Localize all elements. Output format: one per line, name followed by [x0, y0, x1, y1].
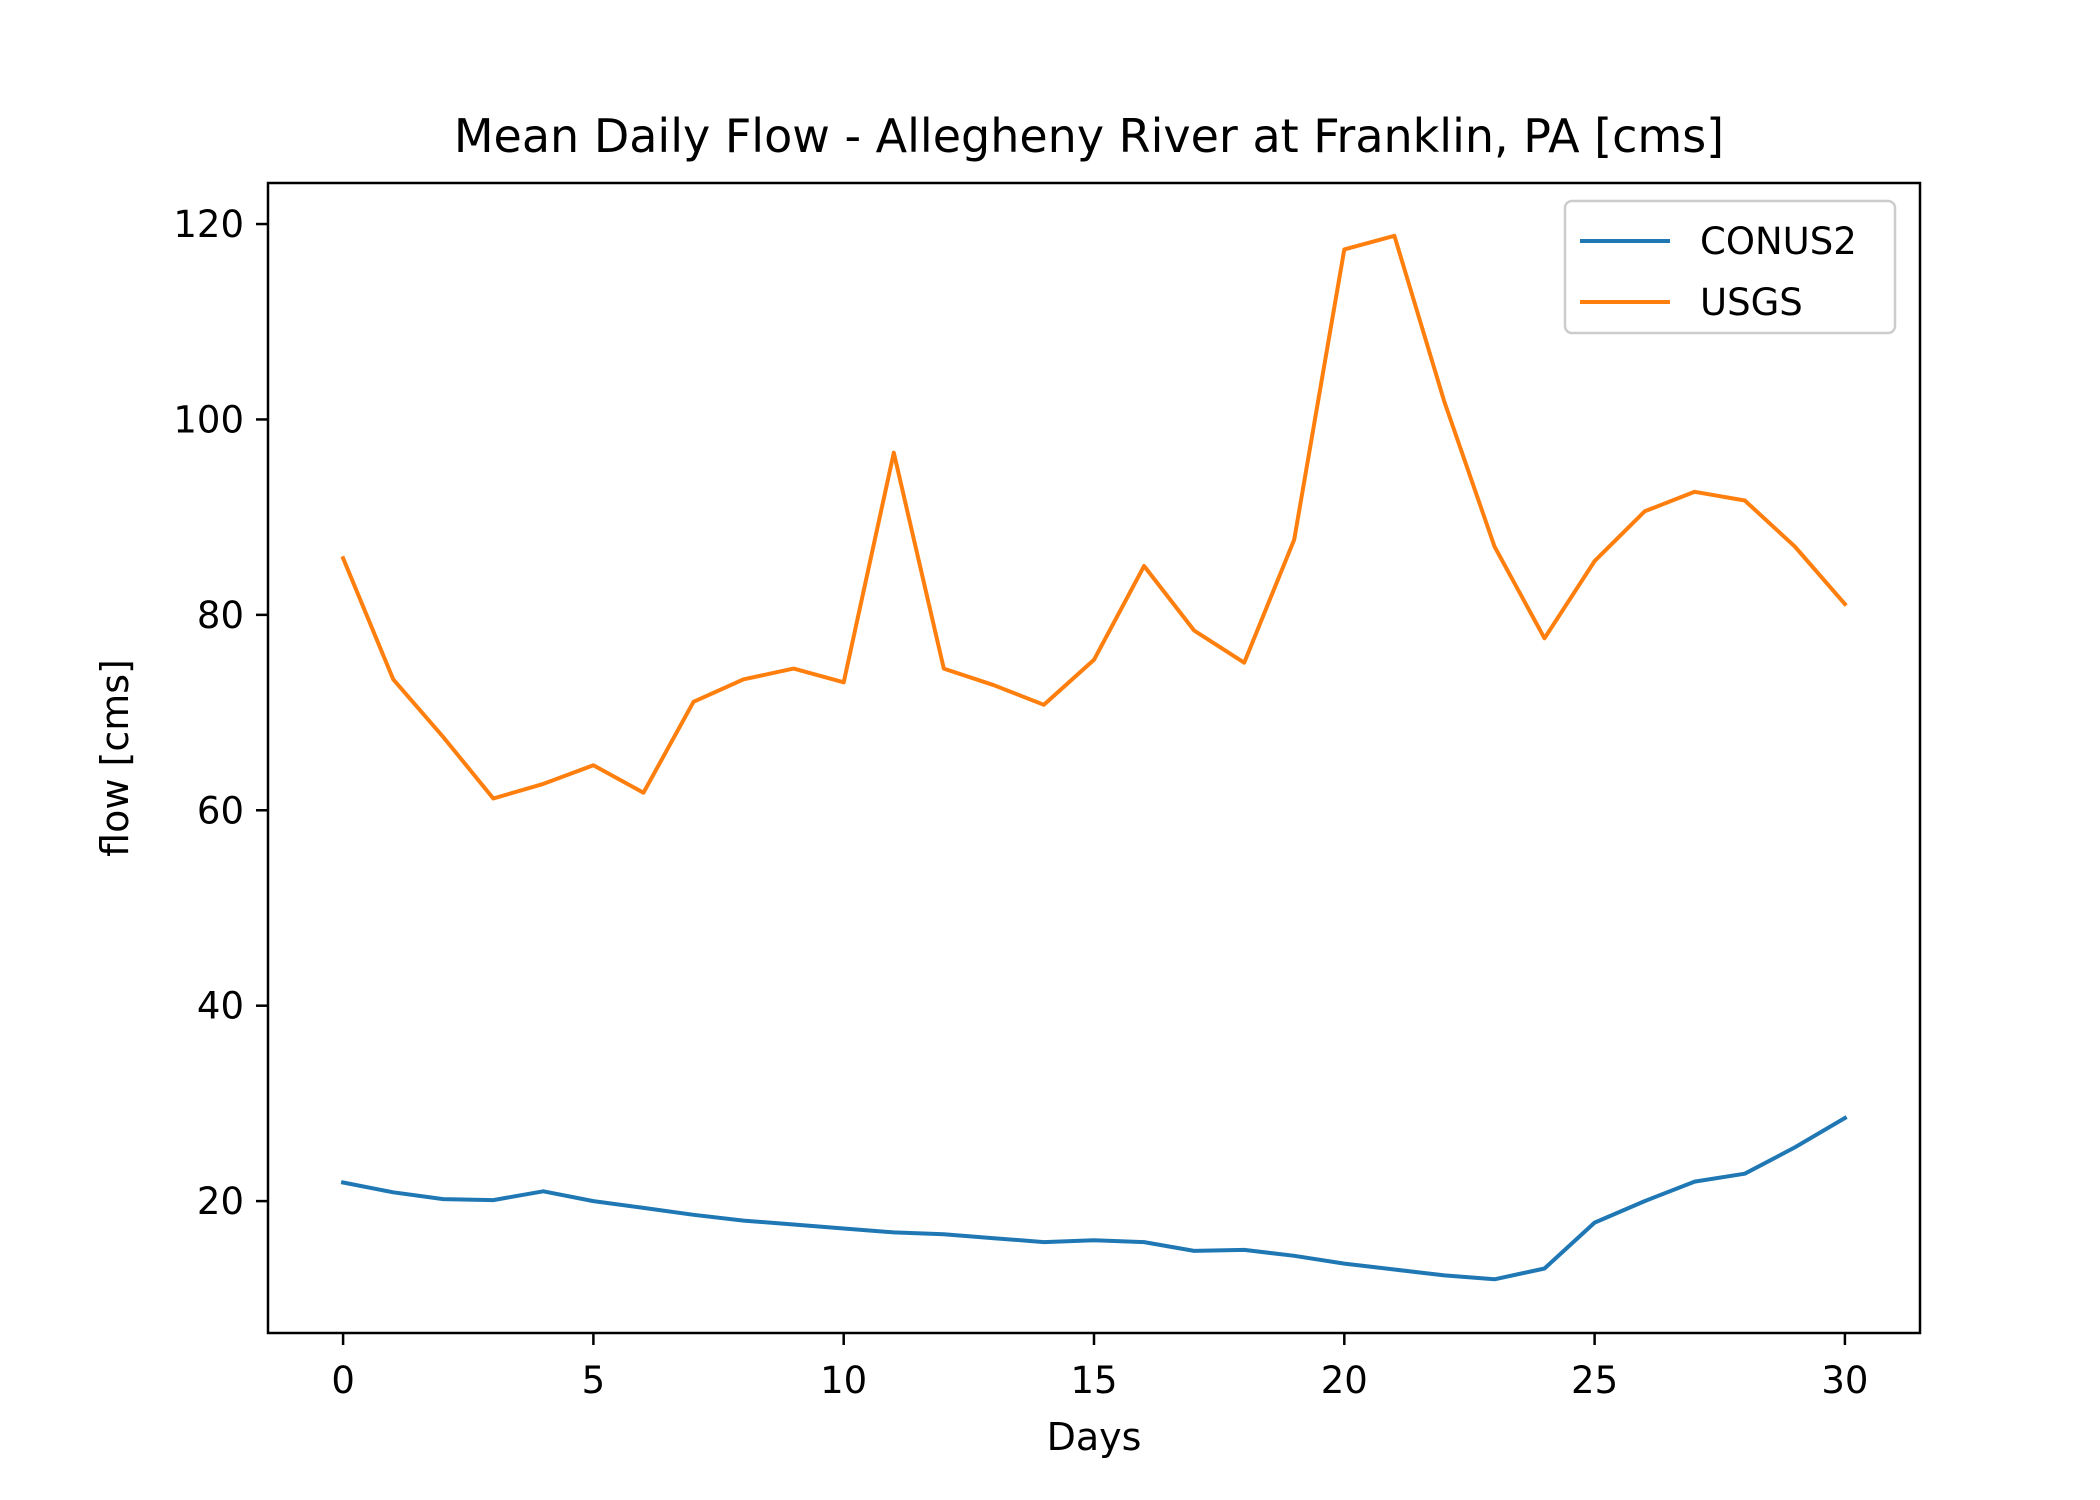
x-axis-ticks: 0 5 10 15 20 25 30: [331, 1333, 1868, 1402]
x-tick-label: 5: [582, 1359, 606, 1402]
series-line-conus2: [340, 1115, 1848, 1282]
y-tick-label: 20: [197, 1180, 244, 1223]
series-layer: [340, 233, 1848, 1282]
x-tick-label: 15: [1070, 1359, 1117, 1402]
y-axis-ticks: 20 40 60 80 100 120: [173, 203, 268, 1223]
y-tick-label: 100: [173, 398, 244, 441]
legend-label-conus2: CONUS2: [1700, 220, 1857, 263]
x-tick-label: 10: [820, 1359, 867, 1402]
x-tick-label: 25: [1571, 1359, 1618, 1402]
series-line-usgs: [340, 233, 1848, 801]
x-tick-label: 20: [1321, 1359, 1368, 1402]
y-axis-label: flow [cms]: [93, 659, 137, 857]
chart-title: Mean Daily Flow - Allegheny River at Fra…: [454, 109, 1724, 163]
y-tick-label: 120: [173, 203, 244, 246]
plot-background: [268, 183, 1920, 1333]
x-axis-label: Days: [1047, 1415, 1142, 1459]
x-tick-label: 0: [331, 1359, 355, 1402]
legend: CONUS2 USGS: [1563, 199, 1897, 335]
plot-area: [266, 181, 1922, 1335]
y-tick-label: 60: [197, 789, 244, 832]
x-tick-label: 30: [1821, 1359, 1868, 1402]
y-tick-label: 80: [197, 594, 244, 637]
y-tick-label: 40: [197, 985, 244, 1028]
legend-label-usgs: USGS: [1700, 281, 1803, 324]
